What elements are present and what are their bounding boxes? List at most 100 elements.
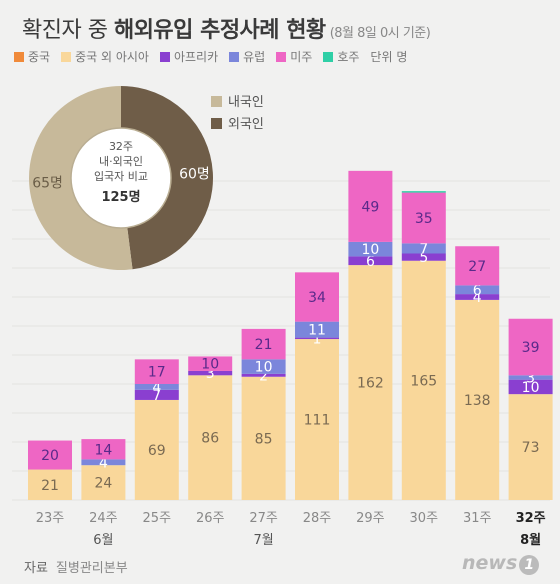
data-label: 20 xyxy=(41,448,59,464)
data-label: 3 xyxy=(526,370,535,386)
bar-segment xyxy=(295,272,339,322)
data-label: 2 xyxy=(259,368,268,384)
bar-segment xyxy=(455,285,500,295)
data-label: 7 xyxy=(419,241,428,257)
pie-slice-label: 65명 xyxy=(32,176,63,192)
bar-segment xyxy=(81,465,126,500)
pie-slice-label: 60명 xyxy=(179,166,210,182)
bar-segment xyxy=(28,469,72,500)
bar-segment xyxy=(81,439,126,460)
bar-segment xyxy=(401,243,446,254)
source-label: 자료 xyxy=(24,561,48,576)
news1-logo: news 1 xyxy=(462,552,540,575)
data-label: 27 xyxy=(468,259,486,275)
legend-label: 아프리카 xyxy=(173,50,219,64)
bar-segment xyxy=(401,191,446,193)
data-label: 39 xyxy=(522,340,540,356)
legend-swatch xyxy=(323,51,334,62)
data-label: 6 xyxy=(473,283,482,299)
data-label: 49 xyxy=(361,199,379,215)
data-label: 10 xyxy=(255,360,273,376)
data-label: 3 xyxy=(206,366,215,382)
legend-item: 아프리카 xyxy=(159,48,219,65)
legend-swatch xyxy=(276,51,287,62)
bar-segment xyxy=(134,399,179,500)
bar-segment xyxy=(81,459,126,466)
pie-center-text: 입국자 비교 xyxy=(94,170,148,183)
pie-legend-swatch xyxy=(211,96,222,107)
bar-segment xyxy=(348,241,393,257)
legend-label: 중국 xyxy=(28,50,51,64)
chart-title: 확진자 중 해외유입 추정사례 현황 (8월 8일 0시 기준) xyxy=(22,18,431,43)
data-label: 1 xyxy=(313,331,322,347)
bar-segment xyxy=(134,389,179,400)
bar-segment xyxy=(401,260,446,500)
data-label: 4 xyxy=(152,380,161,396)
bar-segment xyxy=(348,265,393,500)
legend-label: 중국 외 아시아 xyxy=(75,50,149,64)
data-label: 7 xyxy=(152,388,161,404)
data-label: 34 xyxy=(308,290,326,306)
data-label: 24 xyxy=(94,476,112,492)
data-label: 10 xyxy=(522,380,540,396)
x-tick-label: 27주 xyxy=(249,511,278,526)
legend-label: 유럽 xyxy=(243,50,266,64)
data-label: 21 xyxy=(255,337,273,353)
pie-legend-swatch xyxy=(211,118,222,129)
title-note: (8월 8일 0시 기준) xyxy=(329,26,431,41)
month-label: 6월 xyxy=(93,533,113,548)
bar-segment xyxy=(134,359,179,384)
data-label: 85 xyxy=(255,431,273,447)
legend-swatch xyxy=(61,51,72,62)
data-label: 165 xyxy=(410,373,437,389)
x-tick-label: 29주 xyxy=(356,511,385,526)
month-label: 8월 xyxy=(520,532,541,548)
bar-segment xyxy=(348,256,393,266)
x-tick-label: 28주 xyxy=(303,511,332,526)
pie-legend-label: 내국인 xyxy=(228,95,264,110)
legend-swatch xyxy=(159,51,170,62)
pie-total: 125명 xyxy=(101,189,140,205)
legend: 중국 중국 외 아시아 아프리카 유럽 미주 호주 단위 명 xyxy=(14,48,407,65)
bar-segment xyxy=(455,299,500,500)
legend-swatch xyxy=(14,51,24,62)
data-label: 10 xyxy=(361,242,379,258)
x-tick-label: 26주 xyxy=(196,511,225,526)
bar-segment xyxy=(508,375,553,380)
pie-center xyxy=(70,127,172,229)
bar-segment xyxy=(188,375,233,500)
bar-segment xyxy=(295,337,339,340)
bar-segment xyxy=(401,253,446,261)
legend-item: 중국 외 아시아 xyxy=(61,48,149,65)
pie-center-text: 32주 xyxy=(109,140,133,153)
legend-swatch xyxy=(229,51,240,62)
x-tick-label: 23주 xyxy=(36,511,65,526)
bar-segment xyxy=(241,359,286,374)
x-tick-label: 30주 xyxy=(410,511,439,526)
bar-segment xyxy=(188,370,233,376)
bar-segment xyxy=(295,321,339,338)
data-label: 6 xyxy=(366,254,375,270)
source: 자료 질병관리본부 xyxy=(24,557,128,576)
bar-segment xyxy=(241,376,286,500)
bar-segment xyxy=(134,384,179,390)
x-tick-label: 31주 xyxy=(463,511,492,526)
unit-label: 단위 명 xyxy=(370,50,408,64)
pie-legend-label: 외국인 xyxy=(228,117,264,132)
bar-segment xyxy=(28,440,72,470)
data-label: 73 xyxy=(522,440,540,456)
bar-segment xyxy=(188,356,233,371)
x-tick-label: 24주 xyxy=(89,511,118,526)
data-label: 4 xyxy=(473,290,482,306)
legend-item: 호주 xyxy=(323,48,359,65)
data-label: 86 xyxy=(201,431,219,447)
bar-segment xyxy=(508,318,553,376)
data-label: 5 xyxy=(419,250,428,266)
month-label: 7월 xyxy=(253,533,273,548)
data-label: 69 xyxy=(148,443,166,459)
legend-label: 호주 xyxy=(337,50,360,64)
data-label: 162 xyxy=(357,376,384,392)
x-tick-label: 25주 xyxy=(143,511,172,526)
bar-segment xyxy=(348,170,393,242)
